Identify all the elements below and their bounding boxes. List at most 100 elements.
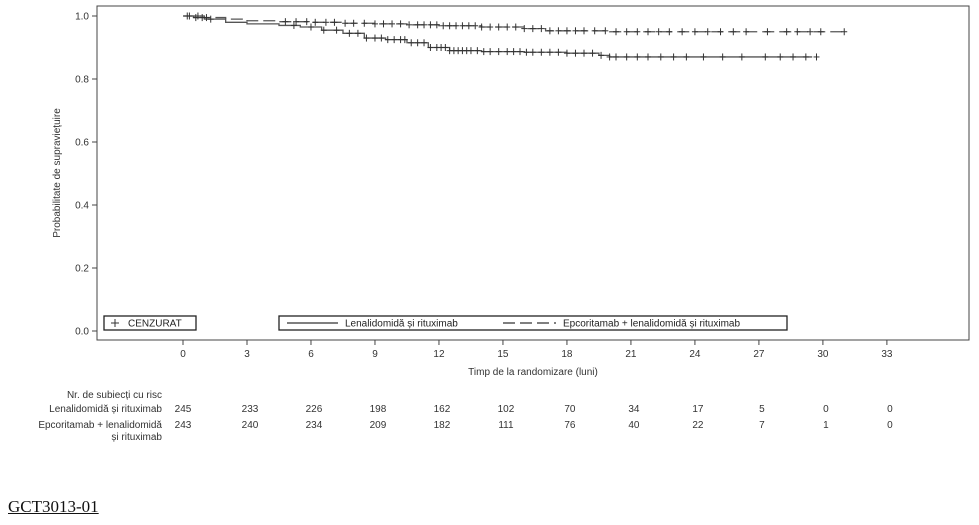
censor-mark (433, 21, 440, 29)
censor-mark (478, 23, 485, 31)
censor-mark (743, 28, 750, 36)
x-tick-label: 24 (689, 349, 701, 360)
censor-mark (589, 49, 596, 57)
risk-value: 102 (498, 404, 515, 415)
censor-mark (380, 20, 387, 28)
censor-mark (401, 36, 408, 44)
risk-value: 240 (242, 420, 259, 431)
censor-mark (563, 27, 570, 35)
risk-value: 245 (175, 404, 192, 415)
y-axis-title: Probabilitate de supraviețuire (52, 108, 63, 238)
censor-mark (762, 53, 769, 61)
censor-mark (421, 39, 428, 47)
censor-mark (581, 49, 588, 57)
censor-mark (440, 22, 447, 30)
censor-mark (691, 28, 698, 36)
censor-mark (717, 28, 724, 36)
y-tick-label: 0.4 (75, 201, 89, 212)
series-legend-box (278, 315, 788, 331)
censor-mark (606, 53, 613, 61)
risk-value: 162 (434, 404, 451, 415)
censor-mark (421, 21, 428, 29)
censor-mark (738, 53, 745, 61)
risk-table-title: Nr. de subiecți cu risc (67, 390, 162, 401)
censor-mark (354, 29, 361, 37)
censor-mark (331, 18, 338, 26)
censor-mark (572, 49, 579, 57)
censor-mark (529, 25, 536, 33)
y-tick-label: 1.0 (75, 12, 89, 23)
risk-value: 234 (306, 420, 323, 431)
censor-mark (442, 44, 449, 51)
series-line-1 (183, 15, 813, 58)
censor-mark (371, 34, 378, 42)
x-tick-label: 21 (625, 349, 637, 360)
censor-mark (817, 28, 824, 36)
legend-label-1: Lenalidomidă și rituximab (345, 319, 458, 330)
risk-value: 226 (306, 404, 323, 415)
censor-mark (495, 23, 502, 31)
censor-mark (504, 48, 511, 56)
censor-mark (472, 22, 479, 30)
censor-mark (207, 15, 214, 23)
censor-mark (634, 28, 641, 36)
censor-mark (495, 48, 502, 56)
censor-legend-symbol (111, 319, 119, 327)
x-tick-label: 0 (180, 349, 186, 360)
censor-mark (704, 28, 711, 36)
censor-mark (666, 28, 673, 36)
censor-mark (555, 48, 562, 56)
legend-label-2: Epcoritamab + lenalidomidă și rituximab (563, 319, 740, 330)
y-tick-label: 0.2 (75, 264, 89, 275)
censor-mark (397, 20, 404, 28)
censor-mark (538, 25, 545, 33)
censor-mark (644, 53, 651, 61)
censor-mark (807, 28, 814, 36)
censor-mark (598, 51, 605, 59)
censor-mark (363, 34, 370, 42)
censor-mark (346, 29, 353, 37)
study-id: GCT3013-01 (8, 497, 99, 516)
censor-mark (719, 53, 726, 61)
plot-frame (96, 5, 970, 341)
censor-mark (700, 53, 707, 61)
censor-mark (546, 27, 553, 35)
censor-mark (303, 18, 310, 26)
censor-mark (320, 26, 327, 34)
censor-mark (371, 20, 378, 28)
risk-value: 233 (242, 404, 259, 415)
censor-mark (655, 28, 662, 36)
censor-mark (802, 53, 809, 61)
risk-value: 5 (759, 404, 765, 415)
censor-mark (487, 48, 494, 56)
censor-mark (670, 53, 677, 61)
risk-value: 1 (823, 420, 829, 431)
censor-legend-box (103, 315, 197, 331)
censor-mark (312, 18, 319, 26)
censor-mark (203, 14, 210, 22)
censor-mark (350, 19, 357, 27)
censor-mark (790, 53, 797, 61)
x-axis-title: Timp de la randomizare (luni) (468, 367, 598, 378)
censor-mark (427, 44, 434, 51)
censor-mark (480, 48, 487, 56)
x-tick-label: 9 (372, 349, 378, 360)
censor-mark (612, 28, 619, 36)
censor-mark (333, 26, 340, 34)
censor-mark (813, 53, 820, 61)
risk-row-label: Epcoritamab + lenalidomidă (38, 420, 162, 431)
censor-mark (538, 48, 545, 56)
risk-value: 0 (887, 404, 893, 415)
risk-value: 0 (823, 404, 829, 415)
censor-mark (612, 53, 619, 61)
risk-value: 7 (759, 420, 765, 431)
risk-value: 182 (434, 420, 451, 431)
risk-value: 111 (498, 420, 514, 431)
censor-mark (307, 23, 314, 31)
risk-value: 76 (564, 420, 576, 431)
censor-mark (194, 12, 201, 20)
censor-mark (487, 23, 494, 31)
censor-mark (764, 28, 771, 36)
censor-mark (563, 49, 570, 57)
